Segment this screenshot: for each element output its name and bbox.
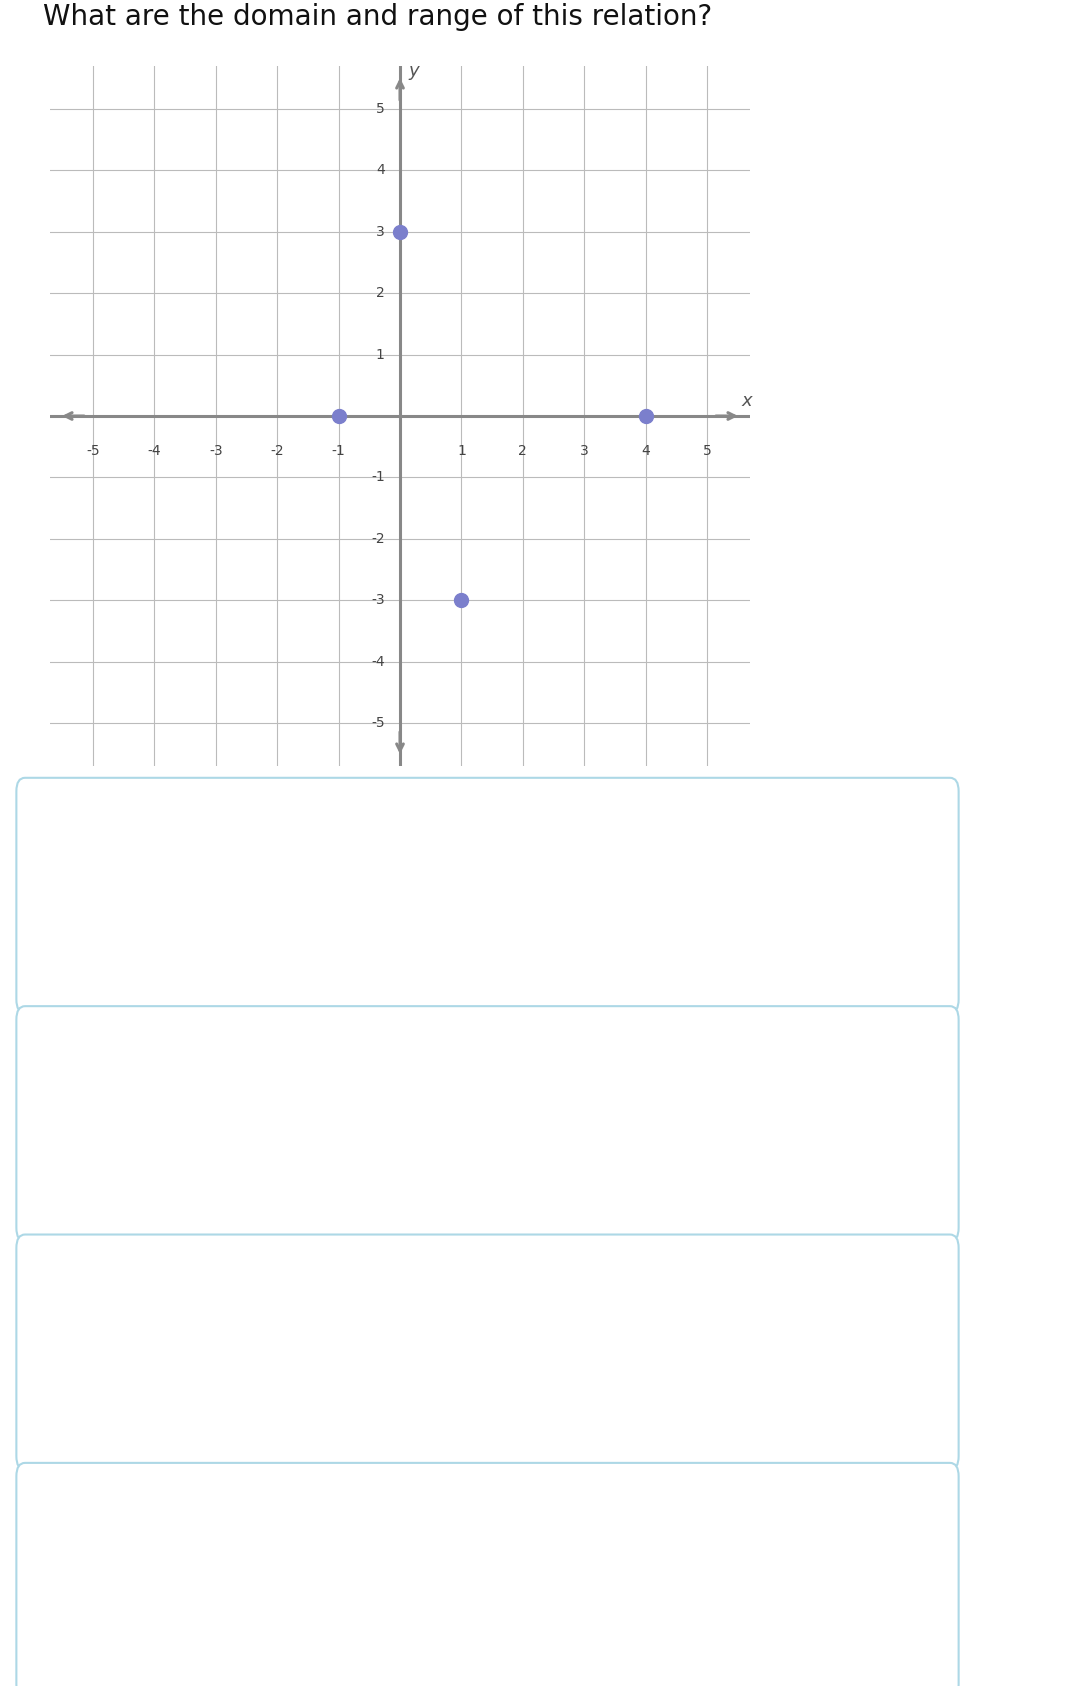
Text: What are the domain and range of this relation?: What are the domain and range of this re… (43, 3, 712, 30)
Text: domain: {−1, 3, 1, 4}: domain: {−1, 3, 1, 4} (68, 1074, 326, 1098)
Text: 5: 5 (375, 101, 384, 116)
Text: y: y (408, 62, 419, 79)
Text: 3: 3 (579, 443, 588, 457)
Text: 3: 3 (375, 224, 384, 239)
Text: -5: -5 (86, 443, 99, 457)
Point (637, 403, 654, 430)
Text: range: {−3, 0, 3}: range: {−3, 0, 3} (68, 936, 276, 959)
Text: 5: 5 (702, 443, 711, 457)
Text: -1: -1 (331, 443, 345, 457)
Text: -4: -4 (371, 654, 384, 669)
Text: range: {−3, 0, 3, 4}: range: {−3, 0, 3, 4} (68, 1163, 306, 1187)
Text: -1: -1 (371, 470, 384, 484)
Point (330, 403, 347, 430)
Point (392, 217, 409, 244)
Text: -3: -3 (209, 443, 222, 457)
Text: range: {−3, 0, 3}: range: {−3, 0, 3} (68, 1393, 276, 1416)
Text: 4: 4 (375, 164, 384, 177)
Point (453, 587, 470, 614)
Text: -3: -3 (371, 593, 384, 607)
Text: 4: 4 (641, 443, 650, 457)
Text: domain: {−1, 0, 1, 4}: domain: {−1, 0, 1, 4} (68, 1531, 326, 1554)
Text: domain: {−1, 3, 1, 4}: domain: {−1, 3, 1, 4} (68, 846, 326, 870)
Text: domain: {−1, 0, 1, 4}: domain: {−1, 0, 1, 4} (68, 1303, 326, 1327)
Text: range: {−3, 0, 3, 4}: range: {−3, 0, 3, 4} (68, 1620, 306, 1644)
Text: -2: -2 (371, 531, 384, 546)
Text: -2: -2 (271, 443, 284, 457)
Text: -5: -5 (371, 717, 384, 730)
Text: -4: -4 (148, 443, 161, 457)
Text: 2: 2 (518, 443, 528, 457)
Text: 1: 1 (457, 443, 466, 457)
Text: 2: 2 (375, 287, 384, 300)
Text: 1: 1 (375, 347, 384, 361)
Text: x: x (741, 391, 752, 410)
